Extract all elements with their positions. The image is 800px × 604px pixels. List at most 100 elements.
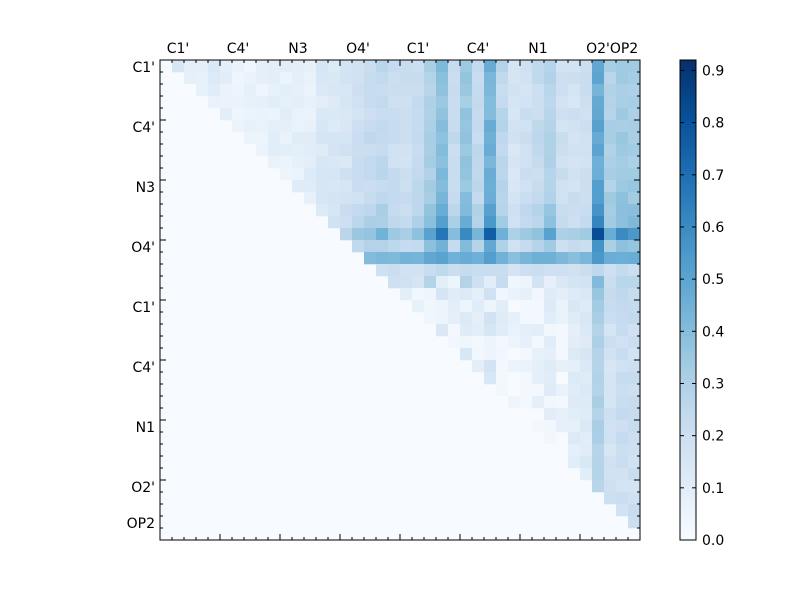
heatmap-cell [400,288,413,301]
heatmap-cell [448,228,461,241]
heatmap-cell [340,72,353,85]
heatmap-cell [616,324,629,337]
heatmap-cell [544,96,557,109]
heatmap-cell [628,144,641,157]
heatmap-cell [508,132,521,145]
heatmap-cell [388,84,401,97]
heatmap-cell [568,372,581,385]
heatmap-cell [592,252,605,265]
heatmap-cell [544,108,557,121]
y-tick-label: C4' [132,360,155,376]
heatmap-cell [484,324,497,337]
heatmap-cell [484,312,497,325]
heatmap-cell [400,84,413,97]
heatmap-cell [628,492,641,505]
heatmap-cell [292,84,305,97]
heatmap-cell [544,336,557,349]
heatmap-cell [316,60,329,73]
heatmap-cell [448,312,461,325]
heatmap-cell [232,72,245,85]
heatmap-cell [568,420,581,433]
heatmap-cell [628,72,641,85]
heatmap-cell [580,432,593,445]
heatmap-cell [304,84,317,97]
heatmap-cell [520,288,533,301]
heatmap-cell [484,108,497,121]
heatmap-cell [328,192,341,205]
heatmap-cell [556,336,569,349]
heatmap-cell [340,204,353,217]
heatmap-cell [628,84,641,97]
heatmap-cell [592,360,605,373]
heatmap-cell [304,144,317,157]
heatmap-cell [448,300,461,313]
heatmap-cell [592,288,605,301]
heatmap-cell [340,216,353,229]
heatmap-cell [424,300,437,313]
heatmap-cell [280,60,293,73]
heatmap-cell [532,396,545,409]
heatmap-cell [580,444,593,457]
heatmap-cell [496,300,509,313]
heatmap-cell [280,84,293,97]
heatmap-cell [472,336,485,349]
heatmap-cell [268,120,281,133]
heatmap-cell [556,168,569,181]
heatmap-cell [544,288,557,301]
heatmap-cell [484,264,497,277]
heatmap-cell [580,456,593,469]
heatmap-cell [580,276,593,289]
heatmap-cell [376,204,389,217]
heatmap-cell [424,144,437,157]
heatmap-cell [472,216,485,229]
heatmap-cell [604,408,617,421]
heatmap-cell [616,348,629,361]
heatmap-cell [460,288,473,301]
heatmap-cell [244,72,257,85]
heatmap-cell [328,132,341,145]
heatmap-cell [220,72,233,85]
heatmap-cell [328,168,341,181]
heatmap-cell [628,156,641,169]
heatmap-cell [364,252,377,265]
heatmap-cell [472,192,485,205]
heatmap-cell [544,312,557,325]
heatmap-cell [580,288,593,301]
heatmap-cell [388,144,401,157]
heatmap-cell [244,132,257,145]
heatmap-cell [448,240,461,253]
heatmap-cell [352,144,365,157]
heatmap-cell [556,156,569,169]
heatmap-cell [604,168,617,181]
heatmap-cell [604,312,617,325]
heatmap-cell [616,432,629,445]
heatmap-cell [280,168,293,181]
heatmap-cell [568,60,581,73]
heatmap-cell [628,312,641,325]
heatmap-cell [604,300,617,313]
heatmap-cell [604,60,617,73]
heatmap-cell [472,204,485,217]
heatmap-cell [604,156,617,169]
heatmap-cell [556,96,569,109]
heatmap-cell [544,432,557,445]
heatmap-cell [412,192,425,205]
heatmap-cell [316,192,329,205]
heatmap-cell [484,120,497,133]
heatmap-cell [592,84,605,97]
heatmap-cell [568,180,581,193]
heatmap-cell [460,84,473,97]
heatmap-cell [556,300,569,313]
heatmap-cell [508,252,521,265]
heatmap-cell [304,132,317,145]
heatmap-cell [388,192,401,205]
heatmap-cell [292,180,305,193]
heatmap-cell [520,300,533,313]
heatmap-cell [604,288,617,301]
heatmap-cell [352,108,365,121]
heatmap-cell [604,252,617,265]
heatmap-cell [412,96,425,109]
heatmap-cell [376,192,389,205]
heatmap-cell [568,288,581,301]
heatmap-cell [520,60,533,73]
